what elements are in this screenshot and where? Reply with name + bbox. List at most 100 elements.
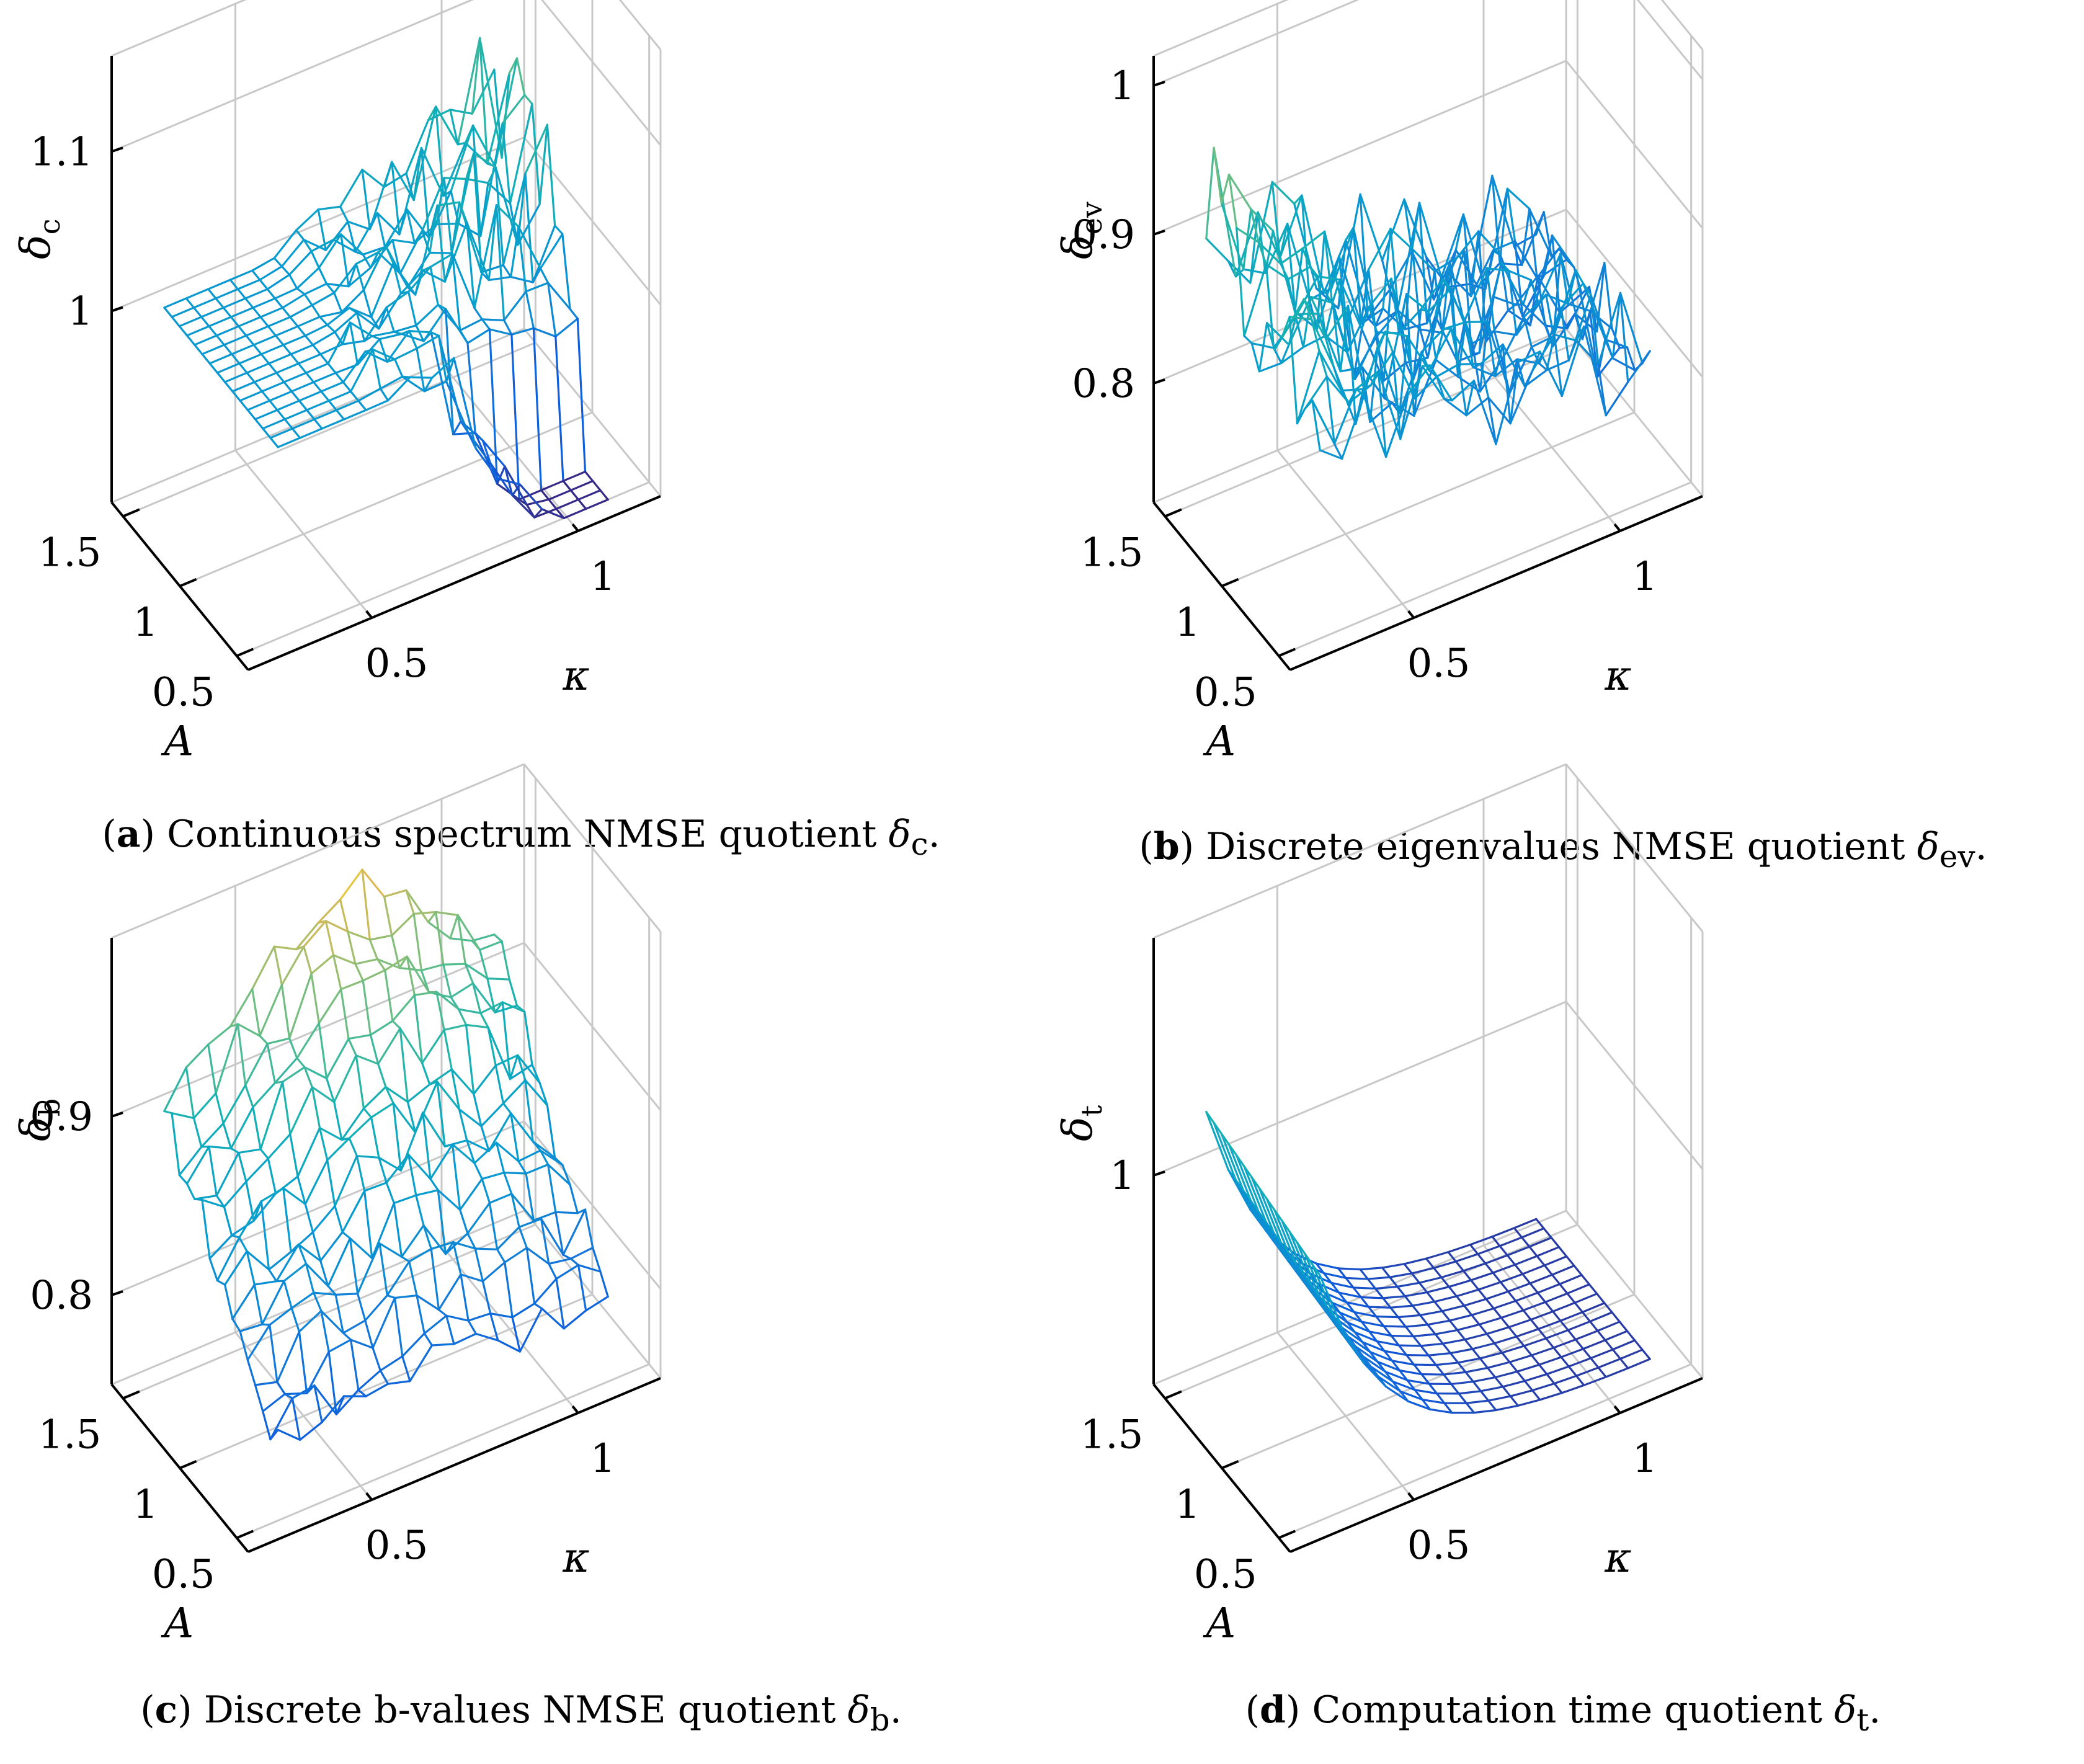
mesh-segment bbox=[443, 252, 454, 283]
z-axis-symbol: δ bbox=[1054, 1116, 1102, 1141]
mesh-segment bbox=[1442, 1373, 1453, 1386]
mesh-segment bbox=[364, 1294, 388, 1322]
z-tick-label: 0.8 bbox=[30, 1273, 93, 1319]
mesh-segment bbox=[327, 1339, 352, 1353]
mesh-segment bbox=[1486, 321, 1497, 377]
mesh-segment bbox=[259, 984, 283, 1037]
mesh-segment bbox=[325, 282, 336, 294]
mesh-segment bbox=[540, 479, 564, 491]
mesh-segment bbox=[474, 447, 499, 480]
mesh-segment bbox=[384, 208, 408, 248]
mesh-segment bbox=[1367, 1306, 1378, 1318]
mesh-segment bbox=[1522, 278, 1532, 306]
mesh-segment bbox=[273, 257, 283, 268]
mesh-segment bbox=[288, 250, 313, 276]
mesh-segment bbox=[503, 1172, 527, 1175]
mesh-segment bbox=[1478, 1317, 1503, 1325]
mesh-segment bbox=[349, 390, 360, 402]
mesh-segment bbox=[532, 1140, 541, 1152]
mesh-segment bbox=[259, 1148, 269, 1160]
mesh-segment bbox=[1521, 1264, 1546, 1275]
mesh-segment bbox=[229, 1147, 240, 1154]
mesh-segment bbox=[1391, 1360, 1401, 1372]
mesh-segment bbox=[1479, 1386, 1504, 1392]
mesh-segment bbox=[1397, 1314, 1422, 1319]
mesh-segment bbox=[1266, 322, 1276, 351]
mesh-segment bbox=[276, 1381, 286, 1396]
mesh-segment bbox=[456, 914, 481, 951]
z-gridline bbox=[111, 942, 662, 1118]
mesh-segment bbox=[1536, 1255, 1546, 1267]
mesh-segment bbox=[1352, 226, 1377, 327]
mesh-segment bbox=[1471, 342, 1481, 393]
mesh-segment bbox=[1605, 381, 1629, 417]
caption-d: (d) Computation time quotient δt. bbox=[1245, 1688, 1881, 1738]
mesh-segment bbox=[592, 1247, 602, 1273]
mesh-segment bbox=[391, 239, 416, 244]
mesh-segment bbox=[392, 1102, 417, 1134]
mesh-segment bbox=[185, 1066, 195, 1120]
mesh-segment bbox=[532, 327, 557, 338]
mesh-segment bbox=[488, 1201, 499, 1250]
mesh-segment bbox=[208, 353, 233, 365]
mesh-segment bbox=[1494, 358, 1518, 377]
mesh-segment bbox=[1479, 343, 1504, 365]
mesh-segment bbox=[393, 347, 418, 360]
kappa-tick-label: 0.5 bbox=[365, 1523, 429, 1569]
mesh-segment bbox=[379, 375, 404, 390]
mesh-segment bbox=[524, 1079, 534, 1143]
mesh-segment bbox=[357, 1242, 381, 1295]
mesh-segment bbox=[1575, 1366, 1600, 1377]
mesh-segment bbox=[592, 479, 602, 492]
mesh-segment bbox=[1574, 1339, 1585, 1350]
z-axis-title: δev bbox=[1054, 202, 1108, 259]
mesh-segment bbox=[231, 344, 255, 355]
mesh-segment bbox=[363, 335, 373, 342]
mesh-segment bbox=[546, 123, 556, 227]
mesh-segment bbox=[486, 977, 510, 981]
mesh-segment bbox=[1205, 146, 1215, 240]
mesh-segment bbox=[1288, 1231, 1313, 1287]
mesh-segment bbox=[1384, 331, 1394, 354]
box-edge-floor bbox=[111, 327, 525, 504]
mesh-segment bbox=[1531, 350, 1541, 372]
mesh-segment bbox=[296, 1057, 306, 1069]
mesh-segment bbox=[355, 1155, 366, 1192]
mesh-segment bbox=[488, 328, 499, 485]
kappa-tick bbox=[365, 610, 373, 619]
mesh-segment bbox=[200, 1122, 225, 1148]
mesh-segment bbox=[252, 306, 262, 318]
mesh-segment bbox=[415, 1194, 425, 1227]
mesh-segment bbox=[1369, 1365, 1394, 1383]
mesh-segment bbox=[357, 1389, 367, 1397]
mesh-segment bbox=[423, 380, 448, 393]
mesh-segment bbox=[1487, 1399, 1497, 1412]
mesh-segment bbox=[1389, 1272, 1413, 1278]
mesh-segment bbox=[496, 1248, 506, 1263]
mesh-segment bbox=[427, 911, 437, 924]
mesh-segment bbox=[466, 1139, 476, 1164]
mesh-segment bbox=[1523, 1337, 1547, 1347]
mesh-segment bbox=[467, 1319, 477, 1335]
z-axis-title: δt bbox=[1054, 1105, 1108, 1141]
mesh-segment bbox=[1485, 1290, 1510, 1300]
mesh-segment bbox=[376, 958, 386, 971]
mesh-segment bbox=[523, 1010, 533, 1066]
a-tick bbox=[122, 1390, 140, 1400]
mesh-segment bbox=[1448, 1314, 1473, 1322]
mesh-segment bbox=[429, 251, 453, 254]
mesh-segment bbox=[385, 306, 395, 333]
mesh-segment bbox=[1566, 1283, 1590, 1294]
mesh-segment bbox=[385, 290, 410, 309]
mesh-segment bbox=[185, 1145, 210, 1185]
mesh-segment bbox=[1434, 1329, 1459, 1335]
mesh-segment bbox=[224, 381, 234, 393]
mesh-segment bbox=[341, 1190, 366, 1234]
a-tick-label: 0.5 bbox=[152, 1552, 215, 1598]
mesh-segment bbox=[1355, 370, 1379, 390]
mesh-segment bbox=[318, 1022, 328, 1080]
mesh-segment bbox=[504, 1247, 528, 1263]
mesh-segment bbox=[1530, 1347, 1555, 1356]
z-axis-subscript: c bbox=[33, 218, 66, 234]
mesh-segment bbox=[281, 306, 292, 318]
